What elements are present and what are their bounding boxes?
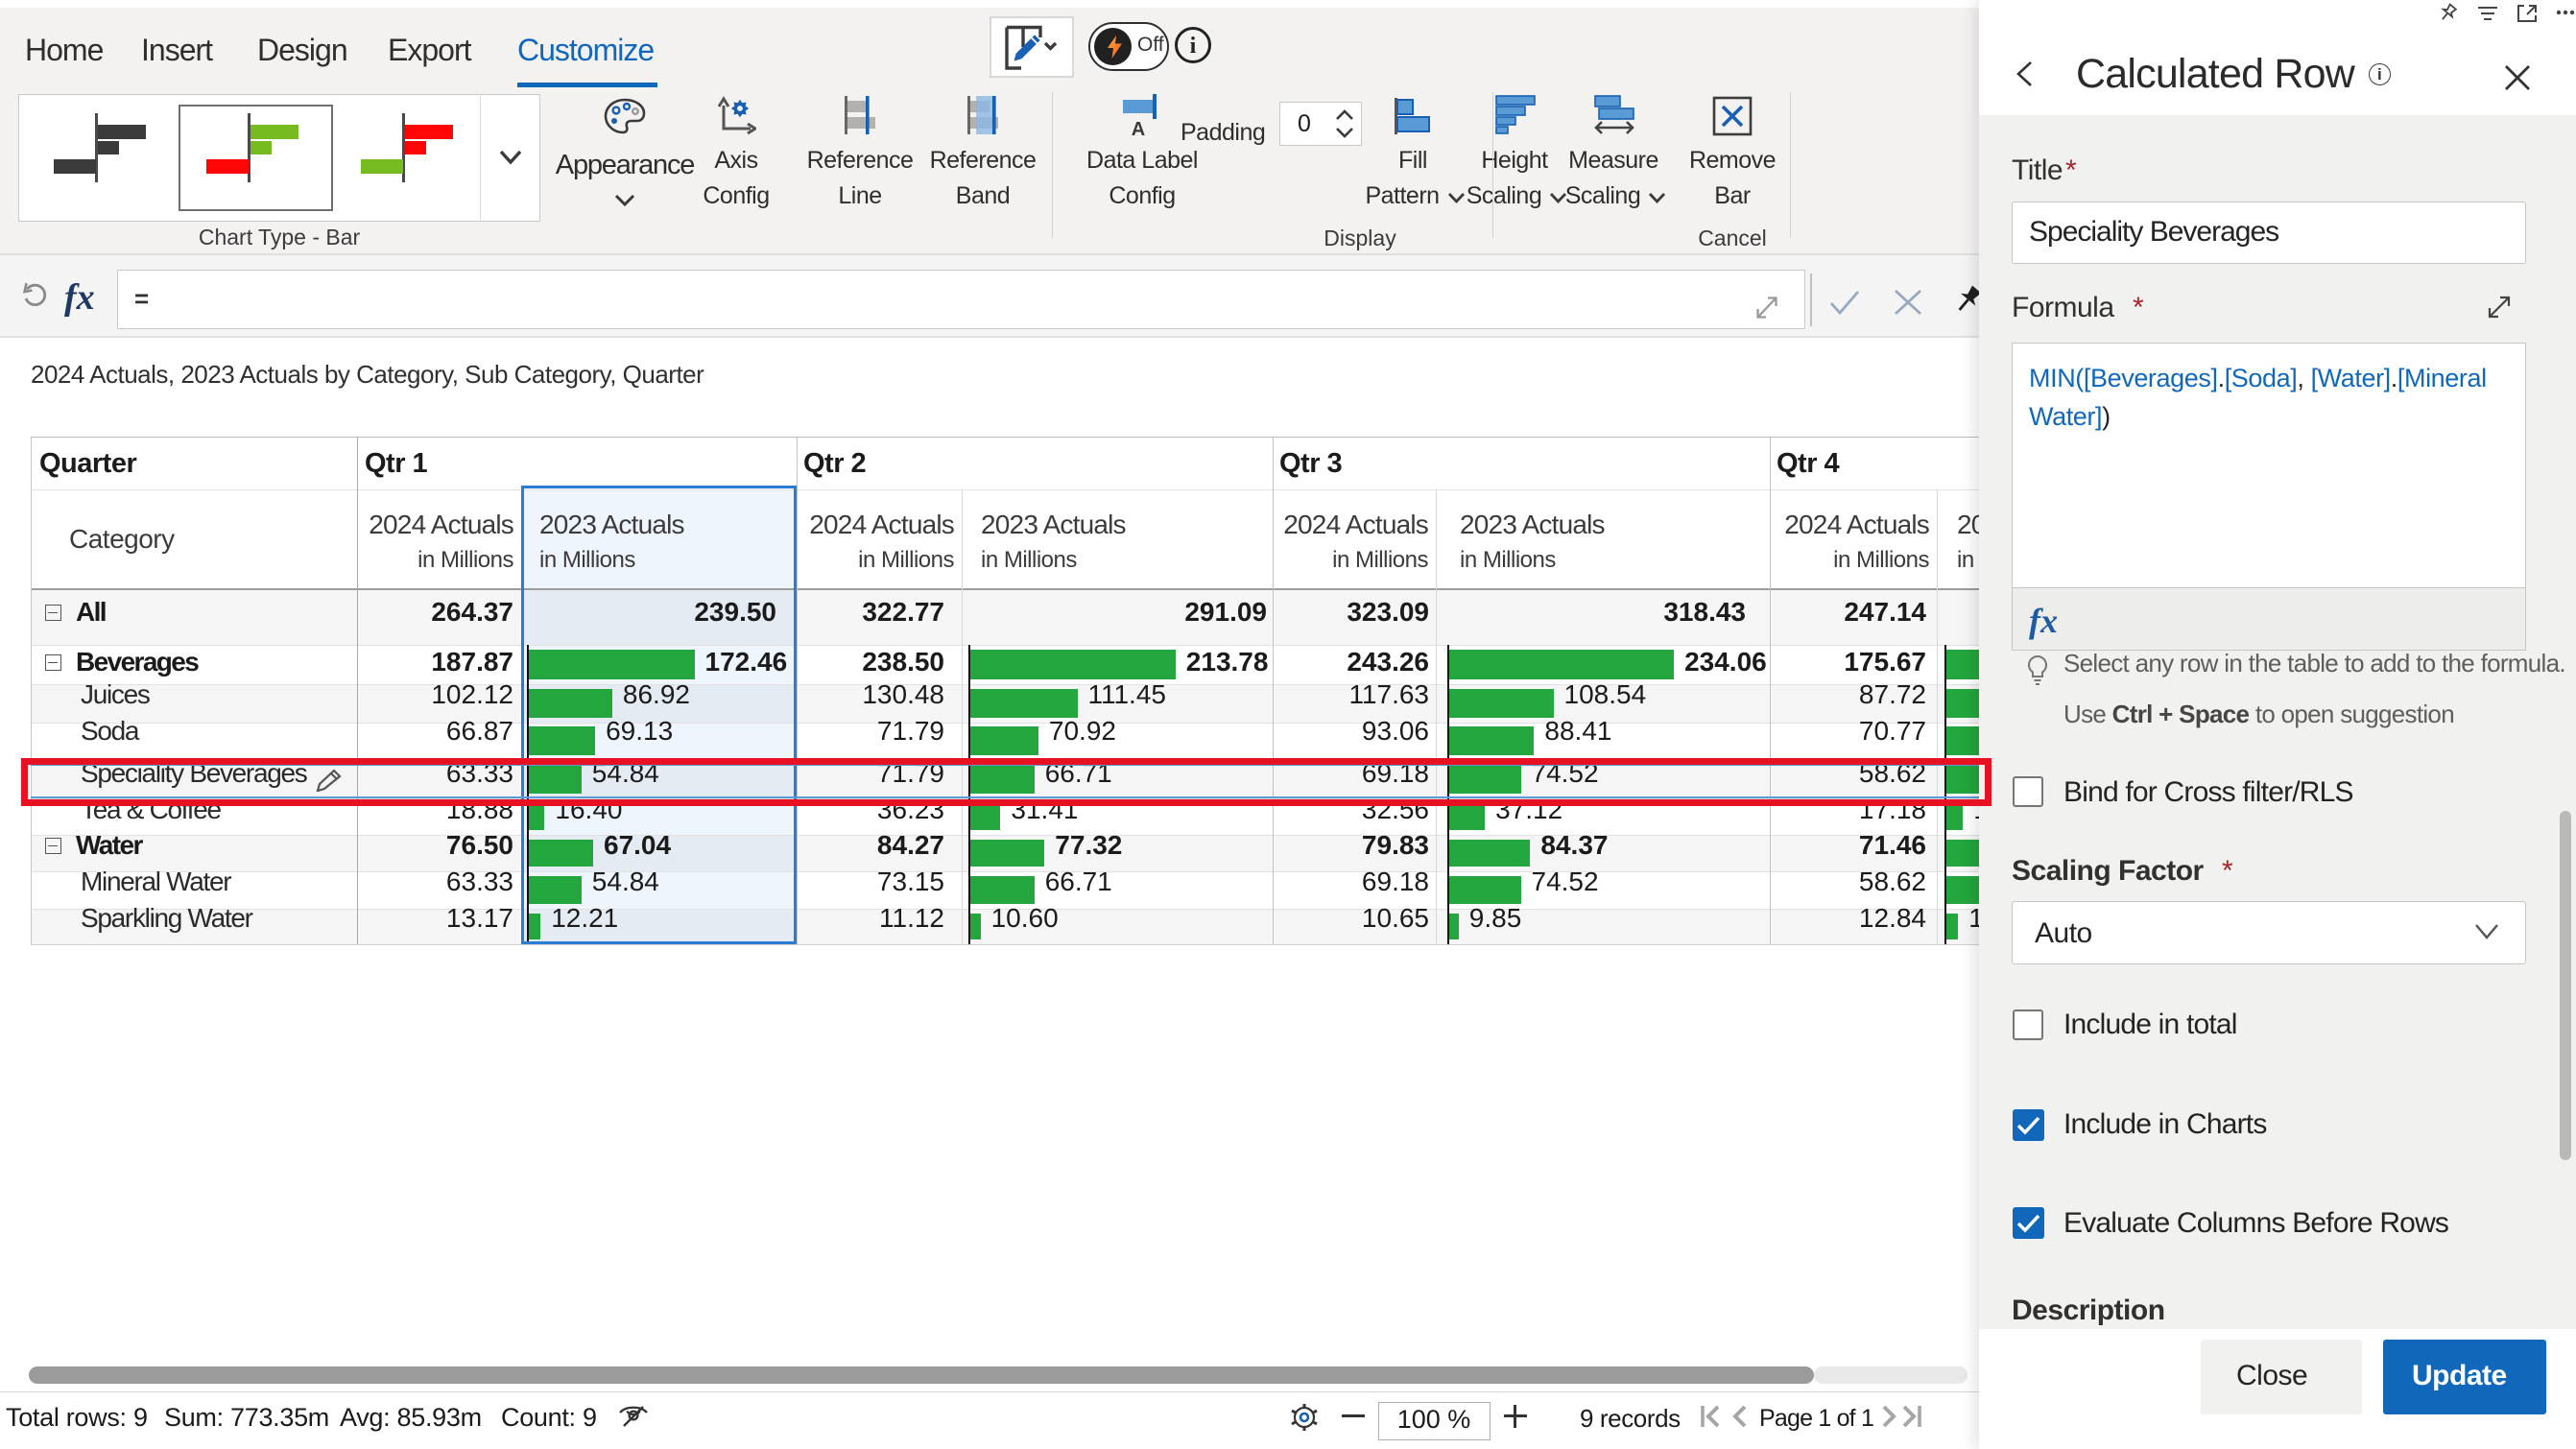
svg-text:A: A [1132, 119, 1145, 138]
